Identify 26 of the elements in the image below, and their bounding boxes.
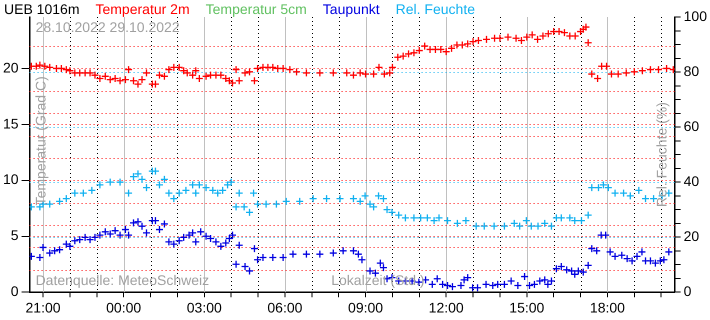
chart-title: UEB 1016m xyxy=(4,1,80,17)
y2-tick-label: 20 xyxy=(684,228,700,244)
text: Temperatur 2m xyxy=(95,1,190,17)
y2-tick-label: 60 xyxy=(684,118,700,134)
y2-tick-label: 100 xyxy=(684,8,708,24)
x-tick-label: 12:00 xyxy=(428,299,464,316)
y2-tick-label: 40 xyxy=(684,172,700,189)
text: Taupunkt xyxy=(322,1,380,17)
y-tick-label: 20 xyxy=(2,59,19,76)
x-tick-label: 18:00 xyxy=(590,299,626,316)
x-tick-label: 06:00 xyxy=(267,299,303,316)
x-tick-label: 09:00 xyxy=(348,299,384,316)
x-tick-label: 15:00 xyxy=(509,299,545,316)
y-tick-label: 15 xyxy=(2,115,19,132)
y-axis-title: Temperatur (Grad C) xyxy=(32,76,48,206)
x-tick-label: 21:00 xyxy=(25,299,61,316)
text: Rel. Feuchte xyxy=(396,1,475,17)
legend-label: Temperatur 5cm xyxy=(206,1,307,17)
x-tick-label: 00:00 xyxy=(106,299,142,316)
x-tick-label: 03:00 xyxy=(186,299,222,316)
y-tick-label: 5 xyxy=(10,227,19,244)
y2-tick-label: 80 xyxy=(684,62,700,79)
y-tick-label: 0 xyxy=(10,283,19,300)
y2-tick-label: 0 xyxy=(684,283,692,300)
y2-axis-title: Rel. Feuchte (%) xyxy=(654,102,670,208)
y-tick-label: 10 xyxy=(2,171,19,188)
